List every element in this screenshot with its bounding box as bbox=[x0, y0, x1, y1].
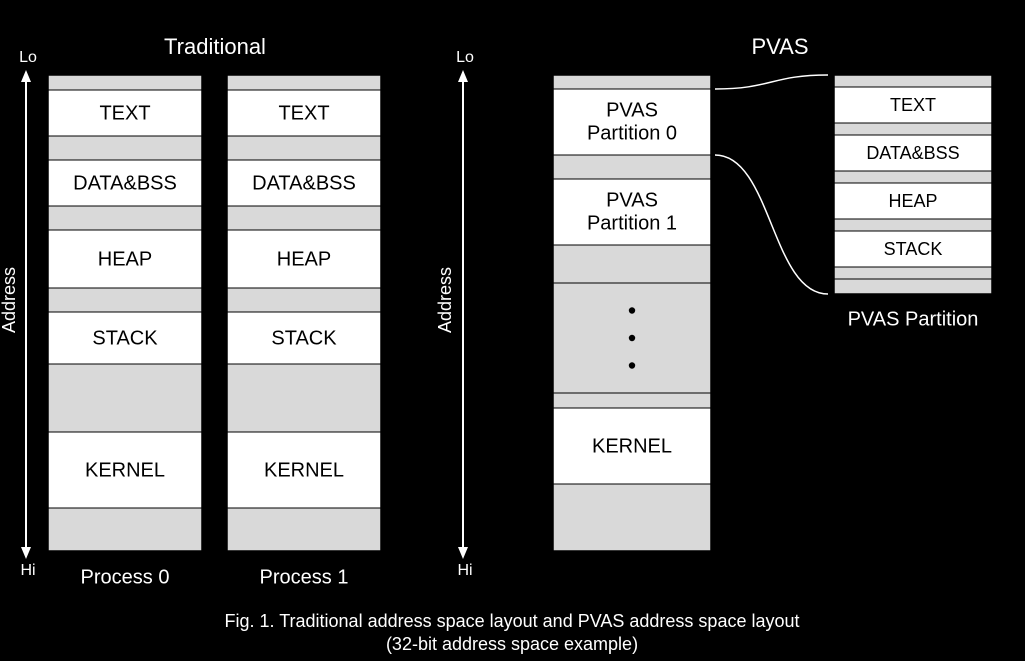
svg-text:HEAP: HEAP bbox=[888, 191, 937, 211]
pvas-main-gap-6 bbox=[553, 393, 711, 408]
axis-left-lo: Lo bbox=[19, 49, 37, 66]
trad-proc0-gap-0 bbox=[48, 75, 202, 90]
trad-proc1-gap-6 bbox=[227, 288, 381, 312]
pvas-partition-gap-0 bbox=[834, 75, 992, 87]
axis-right-lo: Lo bbox=[456, 49, 474, 66]
pvas-main-gap-8 bbox=[553, 484, 711, 551]
svg-text:Traditional: Traditional bbox=[164, 34, 266, 59]
svg-text:DATA&BSS: DATA&BSS bbox=[866, 143, 959, 163]
trad-proc1-gap-2 bbox=[227, 136, 381, 160]
pvas-main-dot-3 bbox=[629, 362, 635, 368]
trad-proc0-gap-10 bbox=[48, 508, 202, 551]
svg-text:KERNEL: KERNEL bbox=[592, 435, 672, 457]
pvas-partition-gap-4 bbox=[834, 171, 992, 183]
svg-text:Process 0: Process 0 bbox=[81, 566, 170, 588]
axis-left-label: Address bbox=[0, 267, 19, 333]
trad-proc1-gap-0 bbox=[227, 75, 381, 90]
svg-text:TEXT: TEXT bbox=[278, 102, 329, 124]
pvas-partition-gap-8 bbox=[834, 267, 992, 279]
pvas-partition-gap-2 bbox=[834, 123, 992, 135]
svg-text:TEXT: TEXT bbox=[890, 95, 936, 115]
svg-text:Process 1: Process 1 bbox=[260, 566, 349, 588]
pvas-main-dot-2 bbox=[629, 335, 635, 341]
pvas-main-gap-0 bbox=[553, 75, 711, 89]
figure-caption-line1: Fig. 1. Traditional address space layout… bbox=[225, 611, 800, 631]
svg-text:STACK: STACK bbox=[884, 239, 943, 259]
svg-text:DATA&BSS: DATA&BSS bbox=[252, 172, 356, 194]
diagram-root: TEXT DATA&BSS HEAP STACK KERNEL TEXT DATA&BSS H… bbox=[0, 0, 1025, 661]
svg-text:DATA&BSS: DATA&BSS bbox=[73, 172, 177, 194]
svg-text:TEXT: TEXT bbox=[99, 102, 150, 124]
axis-right-hi: Hi bbox=[457, 562, 472, 579]
pvas-main-gap-2 bbox=[553, 155, 711, 179]
trad-proc0-gap-8 bbox=[48, 364, 202, 432]
axis-left-hi: Hi bbox=[20, 562, 35, 579]
trad-proc0-gap-2 bbox=[48, 136, 202, 160]
svg-text:KERNEL: KERNEL bbox=[85, 459, 165, 481]
trad-proc1-gap-8 bbox=[227, 364, 381, 432]
pvas-main-gap-4 bbox=[553, 245, 711, 283]
figure-caption-line2: (32-bit address space example) bbox=[386, 634, 638, 654]
svg-text:STACK: STACK bbox=[92, 327, 158, 349]
trad-proc1-gap-4 bbox=[227, 206, 381, 230]
trad-proc1-gap-10 bbox=[227, 508, 381, 551]
axis-right-label: Address bbox=[435, 267, 455, 333]
trad-proc0-gap-4 bbox=[48, 206, 202, 230]
trad-proc0-gap-6 bbox=[48, 288, 202, 312]
pvas-partition-gap-6 bbox=[834, 219, 992, 231]
pvas-main-dot-1 bbox=[629, 307, 635, 313]
svg-text:PVAS Partition: PVAS Partition bbox=[848, 308, 979, 330]
svg-text:HEAP: HEAP bbox=[98, 248, 152, 270]
svg-text:KERNEL: KERNEL bbox=[264, 459, 344, 481]
svg-text:HEAP: HEAP bbox=[277, 248, 331, 270]
svg-text:PVAS: PVAS bbox=[751, 34, 808, 59]
svg-text:STACK: STACK bbox=[271, 327, 337, 349]
